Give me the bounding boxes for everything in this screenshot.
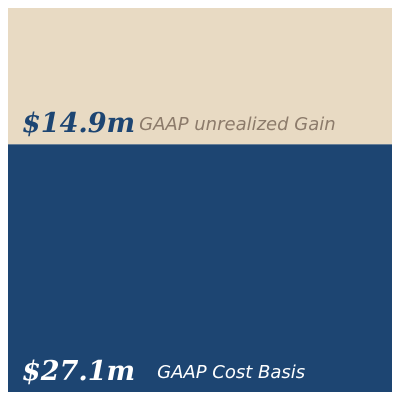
bar-segment <box>8 144 392 392</box>
legend-label: GAAP Cost Basis <box>157 362 305 383</box>
value-label: $27.1m <box>22 356 135 387</box>
value-label: $14.9m <box>22 108 135 139</box>
bar-segment <box>8 8 392 145</box>
legend-label: GAAP unrealized Gain <box>139 114 336 135</box>
